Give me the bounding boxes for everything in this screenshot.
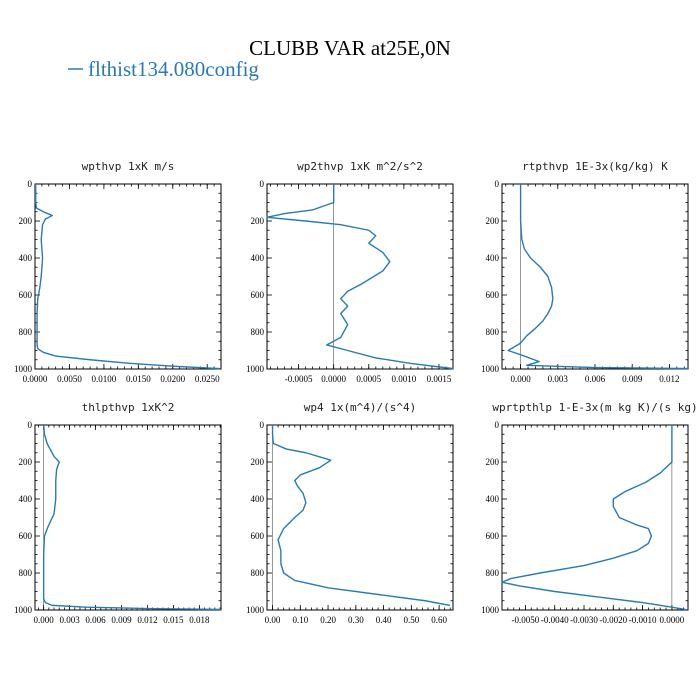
y-tick-label: 600 <box>251 290 265 300</box>
x-tick-label: 0.10 <box>292 615 308 625</box>
y-tick-label: 1000 <box>14 364 33 374</box>
legend-label: flthist134.080config <box>88 57 259 81</box>
y-tick-label: 800 <box>251 568 265 578</box>
x-tick-label: 0.018 <box>189 615 210 625</box>
y-tick-label: 1000 <box>246 605 265 615</box>
figure-title: CLUBB VAR at25E,0N <box>249 36 451 60</box>
x-tick-label: -0.0050 <box>512 615 540 625</box>
y-tick-label: 0 <box>495 420 500 430</box>
panel-title: wp2thvp 1xK m^2/s^2 <box>297 160 423 173</box>
y-tick-label: 0 <box>260 420 265 430</box>
y-tick-label: 800 <box>486 568 500 578</box>
y-tick-label: 200 <box>251 457 265 467</box>
y-tick-label: 1000 <box>481 605 500 615</box>
x-tick-label: 0.012 <box>659 374 679 384</box>
x-tick-label: 0.0000 <box>660 615 685 625</box>
x-tick-label: 0.000 <box>34 615 55 625</box>
series-line <box>507 184 689 370</box>
y-tick-label: 800 <box>19 568 33 578</box>
x-tick-label: 0.0005 <box>356 374 381 384</box>
y-tick-label: 800 <box>19 327 33 337</box>
x-tick-label: 0.50 <box>403 615 419 625</box>
x-tick-label: -0.0010 <box>629 615 657 625</box>
y-tick-label: 200 <box>486 457 500 467</box>
y-tick-label: 600 <box>486 531 500 541</box>
x-tick-label: 0.006 <box>85 615 106 625</box>
x-tick-label: 0.003 <box>59 615 80 625</box>
x-tick-label: 0.006 <box>585 374 606 384</box>
y-tick-label: 200 <box>486 216 500 226</box>
y-tick-label: 200 <box>251 216 265 226</box>
y-tick-label: 400 <box>19 494 33 504</box>
x-tick-label: 0.0150 <box>126 374 151 384</box>
x-tick-label: 0.0200 <box>160 374 185 384</box>
y-tick-label: 0 <box>495 179 500 189</box>
series-line <box>42 424 222 611</box>
x-tick-label: 0.0100 <box>92 374 117 384</box>
y-tick-label: 400 <box>251 494 265 504</box>
x-tick-label: 0.0000 <box>321 374 346 384</box>
x-tick-label: 0.0050 <box>57 374 82 384</box>
x-tick-label: 0.0000 <box>23 374 48 384</box>
x-tick-label: 0.0250 <box>195 374 220 384</box>
series-line <box>34 184 220 370</box>
plot-frame <box>34 424 222 611</box>
y-tick-label: 400 <box>486 253 500 263</box>
x-tick-label: -0.0005 <box>285 374 313 384</box>
y-tick-label: 400 <box>19 253 33 263</box>
x-tick-label: 0.20 <box>320 615 336 625</box>
plot-frame <box>501 424 689 611</box>
x-tick-label: -0.0040 <box>541 615 569 625</box>
y-tick-label: 600 <box>251 531 265 541</box>
y-tick-label: 600 <box>19 531 33 541</box>
plot-frame <box>501 183 689 370</box>
y-tick-label: 800 <box>251 327 265 337</box>
y-tick-label: 200 <box>19 457 33 467</box>
panel-6: wprtpthlp 1-E-3x(m kg K)/(s kg) 0 200 400 60… <box>481 401 698 625</box>
x-tick-label: 0.60 <box>431 615 447 625</box>
legend: flthist134.080config <box>68 57 259 81</box>
y-tick-label: 0 <box>260 179 265 189</box>
x-tick-label: 0.009 <box>622 374 643 384</box>
y-tick-label: 800 <box>486 327 500 337</box>
y-tick-label: 600 <box>19 290 33 300</box>
panel-title: thlpthvp 1xK^2 <box>82 401 175 414</box>
y-tick-label: 400 <box>486 494 500 504</box>
panel-3: rtpthvp 1E-3x(kg/kg) K 0 200 400 600 800 1000 0… <box>481 160 689 384</box>
x-tick-label: 0.40 <box>376 615 392 625</box>
panel-title: wprtpthlp 1-E-3x(m kg K)/(s kg) <box>492 401 697 414</box>
x-tick-label: 0.012 <box>137 615 157 625</box>
y-tick-label: 0 <box>28 420 33 430</box>
x-tick-label: 0.00 <box>265 615 281 625</box>
x-tick-label: 0.000 <box>510 374 531 384</box>
y-tick-label: 200 <box>19 216 33 226</box>
series-line <box>271 425 451 607</box>
x-tick-label: 0.30 <box>348 615 364 625</box>
plot-frame <box>34 183 222 370</box>
panel-title: rtpthvp 1E-3x(kg/kg) K <box>522 160 668 173</box>
x-tick-label: 0.0010 <box>391 374 416 384</box>
x-tick-label: 0.009 <box>111 615 132 625</box>
series-line <box>266 184 454 370</box>
series-line <box>501 425 687 611</box>
y-tick-label: 1000 <box>246 364 265 374</box>
y-tick-label: 1000 <box>481 364 500 374</box>
y-tick-label: 600 <box>486 290 500 300</box>
y-tick-label: 0 <box>28 179 33 189</box>
x-tick-label: 0.015 <box>163 615 184 625</box>
y-tick-label: 1000 <box>14 605 33 615</box>
x-tick-label: 0.0015 <box>427 374 452 384</box>
panel-title: wpthvp 1xK m/s <box>82 160 175 173</box>
x-tick-label: -0.0020 <box>599 615 627 625</box>
y-tick-label: 400 <box>251 253 265 263</box>
panel-title: wp4 1x(m^4)/(s^4) <box>304 401 417 414</box>
x-tick-label: 0.003 <box>548 374 569 384</box>
panel-2: wp2thvp 1xK m^2/s^2 0 200 400 600 800 1000 -0.0… <box>246 160 454 384</box>
x-tick-label: -0.0030 <box>570 615 598 625</box>
